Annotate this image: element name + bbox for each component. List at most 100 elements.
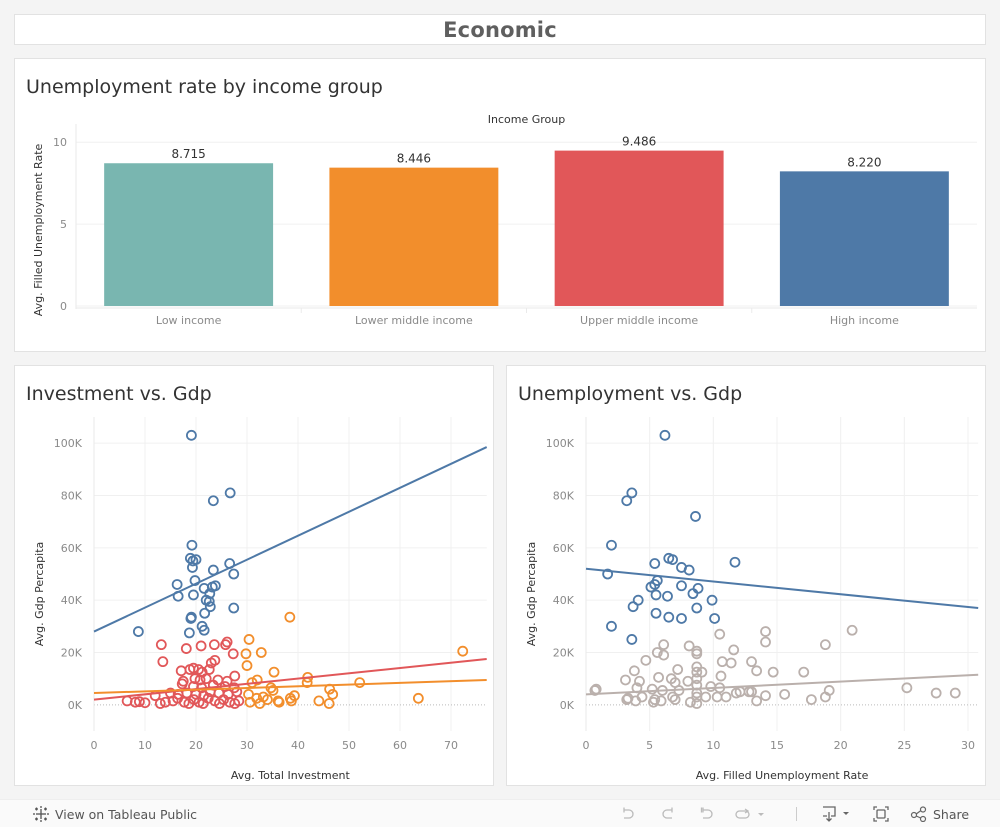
point-high-income — [187, 555, 199, 567]
y-tick-label: 80K — [553, 490, 575, 503]
x-tick-label: 25 — [897, 739, 911, 752]
point-upper-middle-income — [218, 694, 229, 706]
revert-icon[interactable] — [698, 804, 716, 824]
bar-chart-title: Unemployment rate by income group — [26, 76, 383, 98]
point-other-income-groups — [819, 691, 831, 703]
point-other-income-groups — [930, 687, 942, 699]
point-other-income-groups — [715, 670, 727, 682]
x-tick-label: 15 — [770, 739, 784, 752]
x-tick-label: 40 — [291, 739, 305, 752]
point-high-income — [645, 581, 657, 593]
point-high-income — [606, 620, 617, 632]
share-label: Share — [933, 806, 970, 822]
point-upper-middle-income — [159, 696, 171, 708]
point-upper-middle-income — [200, 673, 212, 685]
y-tick-label: 60K — [553, 542, 575, 555]
point-other-income-groups — [669, 694, 681, 706]
bar-lower-middle-income — [329, 167, 499, 306]
point-other-income-groups — [725, 657, 737, 669]
point-upper-middle-income — [139, 697, 151, 709]
view-on-tableau-public-label: View on Tableau Public — [55, 806, 198, 822]
point-upper-middle-income — [189, 673, 201, 685]
bar-high-income — [779, 171, 949, 306]
point-lower-middle-income — [327, 688, 339, 700]
point-lower-middle-income — [261, 694, 273, 706]
point-other-income-groups — [720, 691, 732, 703]
point-high-income — [729, 556, 741, 568]
point-high-income — [676, 613, 687, 624]
y-tick-label: 0K — [560, 699, 575, 712]
point-high-income — [228, 568, 240, 580]
point-other-income-groups — [683, 640, 695, 652]
x-tick-label: 30 — [961, 739, 975, 752]
refresh-icon[interactable] — [735, 804, 765, 824]
investment-vs-gdp-chart: 0 10 20 30 40 50 60 70 0K 20K 40K 60K 80K 100K Avg. To… — [33, 417, 488, 782]
point-other-income-groups — [634, 675, 645, 687]
point-upper-middle-income — [178, 696, 190, 708]
point-high-income — [676, 580, 687, 592]
point-lower-middle-income — [243, 634, 255, 645]
point-other-income-groups — [620, 674, 631, 686]
point-lower-middle-income — [285, 695, 297, 707]
point-high-income — [691, 602, 703, 614]
y-tick-label: 100K — [546, 437, 575, 450]
y-tick-label: 40K — [553, 594, 575, 607]
point-high-income — [692, 582, 704, 594]
x-tick-label: 60 — [393, 739, 407, 752]
point-upper-middle-income — [180, 643, 192, 654]
x-tick-label: 0 — [583, 739, 590, 752]
point-upper-middle-income — [154, 698, 166, 709]
y-axis-title: Avg. Gdp Percapita — [33, 542, 46, 647]
point-other-income-groups — [700, 691, 712, 703]
investment-vs-gdp-worksheet: Investment vs. Gdp 0 10 20 30 40 50 60 70 0K 20K 4… — [14, 365, 494, 786]
unemployment-vs-gdp-worksheet: Unemployment vs. Gdp 0 5 10 15 20 25 30 0K 20K 40… — [506, 365, 986, 786]
point-other-income-groups — [798, 666, 810, 678]
x-tick-label: 20 — [834, 739, 848, 752]
point-lower-middle-income — [241, 660, 253, 671]
point-high-income — [662, 590, 673, 602]
y-tick-label: 10 — [53, 136, 67, 149]
point-high-income — [621, 495, 633, 507]
point-high-income — [649, 558, 661, 569]
point-upper-middle-income — [188, 662, 199, 674]
point-lower-middle-income — [284, 611, 296, 623]
y-tick-label: 100K — [54, 437, 83, 450]
point-other-income-groups — [779, 688, 791, 700]
toolbar-divider — [796, 807, 797, 821]
point-upper-middle-income — [220, 639, 231, 651]
bar-chart: Income Group 0 5 10 Avg. Filled Unemployment… — [32, 113, 977, 327]
point-upper-middle-income — [157, 656, 169, 668]
point-other-income-groups — [714, 628, 726, 640]
point-other-income-groups — [655, 695, 667, 707]
scatter2-title: Unemployment vs. Gdp — [518, 383, 743, 405]
point-other-income-groups — [658, 639, 670, 651]
point-other-income-groups — [696, 666, 708, 678]
point-high-income — [187, 562, 198, 573]
point-high-income — [198, 624, 210, 636]
point-upper-middle-income — [208, 639, 220, 651]
undo-icon[interactable] — [619, 804, 637, 824]
point-lower-middle-income — [267, 685, 279, 696]
point-high-income — [209, 580, 221, 592]
bar-value-label: 8.220 — [847, 155, 881, 169]
point-lower-middle-income — [240, 648, 252, 660]
share-icon — [910, 806, 927, 822]
point-high-income — [132, 626, 144, 637]
download-icon[interactable] — [820, 804, 852, 824]
y-tick-label: 0 — [60, 300, 67, 313]
point-upper-middle-income — [155, 639, 167, 651]
trend-line-high-income — [585, 567, 979, 610]
point-upper-middle-income — [194, 674, 206, 686]
view-on-tableau-public-link[interactable]: View on Tableau Public — [33, 800, 197, 827]
point-high-income — [171, 579, 183, 590]
point-lower-middle-income — [323, 698, 335, 709]
bar-value-label: 9.486 — [622, 135, 656, 149]
share-button[interactable]: Share — [910, 800, 969, 827]
fullscreen-icon[interactable] — [872, 804, 890, 824]
point-other-income-groups — [767, 666, 779, 678]
point-other-income-groups — [901, 682, 913, 694]
x-tick-label: 30 — [240, 739, 254, 752]
point-other-income-groups — [746, 686, 757, 698]
point-other-income-groups — [682, 675, 694, 687]
redo-icon[interactable] — [659, 804, 677, 824]
